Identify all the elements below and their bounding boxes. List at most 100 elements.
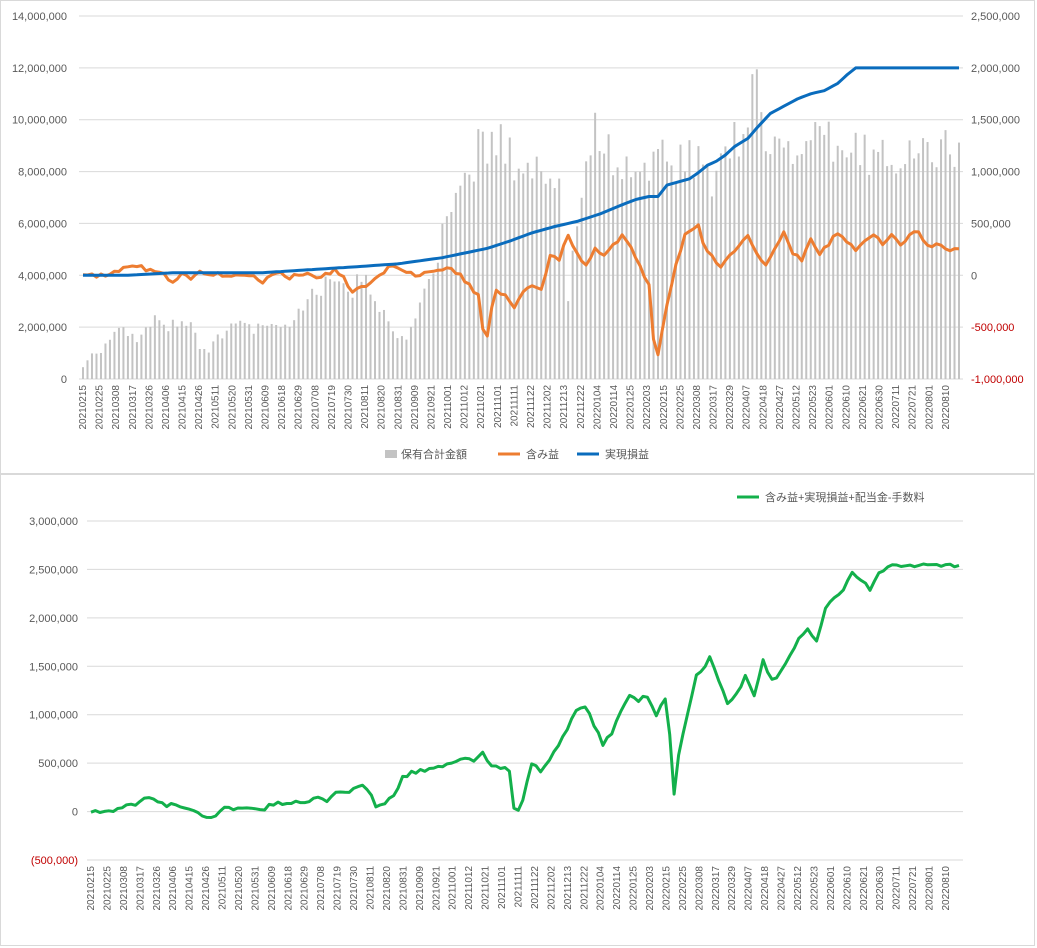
holdings-bar (868, 174, 871, 379)
x-axis-tick: 20220215 (659, 385, 670, 430)
holdings-bar (737, 156, 740, 379)
x-axis-tick: 20220114 (612, 866, 623, 910)
legend-label: 含み益+実現損益+配当金-手数料 (765, 490, 925, 504)
holdings-bar (809, 140, 812, 379)
holdings-bar (391, 331, 394, 379)
x-axis-tick: 20210520 (234, 866, 245, 911)
x-axis-tick: 20211001 (448, 866, 459, 910)
x-axis-tick: 20220104 (592, 385, 603, 430)
holdings-bar (666, 161, 668, 379)
holdings-bar (697, 146, 700, 379)
holdings-bar (252, 333, 255, 379)
holdings-bar (243, 322, 246, 379)
holdings-bar (710, 196, 713, 379)
x-axis-tick: 20220523 (808, 385, 819, 430)
x-axis-tick: 20210921 (431, 866, 442, 911)
x-axis-tick: 20210719 (333, 866, 344, 911)
holdings-bar (293, 320, 296, 379)
holdings-bar (769, 154, 772, 379)
legend-label: 実現損益 (605, 447, 649, 461)
holdings-bar (131, 333, 134, 379)
holdings-bar (657, 149, 660, 379)
holdings-bar (630, 177, 633, 379)
right-axis-tick: 2,000,000 (971, 63, 1020, 75)
x-axis-tick: 20211213 (559, 385, 570, 429)
x-axis-tick: 20210730 (343, 385, 354, 430)
x-axis-tick: 20210326 (152, 866, 163, 911)
holdings-bar (338, 281, 341, 379)
x-axis-tick: 20210317 (135, 866, 146, 911)
holdings-bar (508, 137, 511, 379)
holdings-bar (450, 212, 453, 379)
holdings-bar (423, 288, 426, 379)
holdings-bar (526, 162, 529, 379)
holdings-bar (751, 74, 754, 380)
holdings-bar (378, 311, 381, 379)
x-axis-tick: 20220329 (727, 866, 738, 911)
holdings-bar (306, 299, 309, 379)
holdings-bar (549, 178, 552, 379)
holdings-bar (171, 319, 174, 379)
holdings-bar (135, 342, 138, 379)
x-axis-tick: 20210308 (111, 385, 122, 430)
x-axis-tick: 20210811 (360, 385, 371, 429)
left-axis-tick: 4,000,000 (18, 270, 67, 282)
x-axis-tick: 20210629 (300, 866, 311, 911)
x-axis-tick: 20220329 (725, 385, 736, 430)
x-axis-tick: 20210831 (393, 385, 404, 430)
holdings-bar (706, 164, 709, 379)
y-axis-tick: 0 (72, 807, 78, 819)
holdings-bar (917, 153, 920, 379)
holdings-bar (522, 173, 525, 379)
holdings-bar (261, 325, 264, 379)
x-axis-tick: 20210708 (316, 866, 327, 911)
holdings-bar (674, 183, 677, 379)
holdings-bar (863, 134, 866, 379)
holdings-bar (365, 274, 368, 379)
holdings-bar (279, 327, 282, 379)
holdings-bar (86, 360, 89, 379)
holdings-bar (742, 134, 745, 379)
holdings-bar (787, 141, 790, 379)
holdings-bar (108, 339, 111, 379)
unrealized-series-line (82, 223, 960, 357)
holdings-bar (288, 326, 291, 379)
x-axis-tick: 20210730 (349, 866, 360, 911)
x-axis-tick: 20210921 (426, 385, 437, 430)
x-axis-tick: 20210406 (168, 866, 179, 911)
right-axis-tick: 1,000,000 (971, 167, 1020, 179)
holdings-bar (715, 170, 718, 379)
holdings-bar (585, 161, 588, 379)
holdings-bar (418, 302, 421, 379)
holdings-bar (755, 69, 758, 380)
holdings-bar (266, 325, 269, 379)
holdings-bar (140, 334, 143, 379)
x-axis-tick: 20220418 (758, 385, 769, 430)
holdings-bar (409, 326, 412, 379)
holdings-bar (796, 155, 799, 379)
holdings-bar (683, 171, 686, 379)
holdings-bar (122, 327, 125, 379)
holdings-bar (648, 180, 651, 379)
x-axis-tick: 20210415 (178, 385, 189, 430)
holdings-bar (176, 326, 179, 379)
cumulative-profit-chart: (500,000) 0 500,000 1,000,000 1,500,000 2,000… (29, 490, 963, 911)
holdings-bar (311, 288, 314, 379)
holdings-bar (445, 216, 448, 379)
x-axis-tick: 20220630 (875, 866, 886, 911)
holdings-bar (257, 323, 260, 379)
holdings-bar (189, 322, 192, 379)
left-axis-tick: 2,000,000 (18, 322, 67, 334)
x-axis-tick: 20220104 (596, 866, 607, 911)
holdings-bar (607, 134, 610, 379)
x-axis-tick: 20210317 (128, 385, 139, 430)
x-axis-tick: 20220407 (742, 385, 753, 430)
holdings-bar (216, 334, 219, 379)
holdings-bar (670, 165, 673, 379)
holdings-bar (895, 173, 898, 379)
legend-label: 保有合計金額 (401, 447, 467, 461)
x-axis-tick: 20211202 (546, 866, 557, 910)
holdings-bar (805, 141, 808, 379)
x-axis-tick: 20210511 (218, 866, 229, 910)
x-axis-tick: 20210609 (267, 866, 278, 911)
